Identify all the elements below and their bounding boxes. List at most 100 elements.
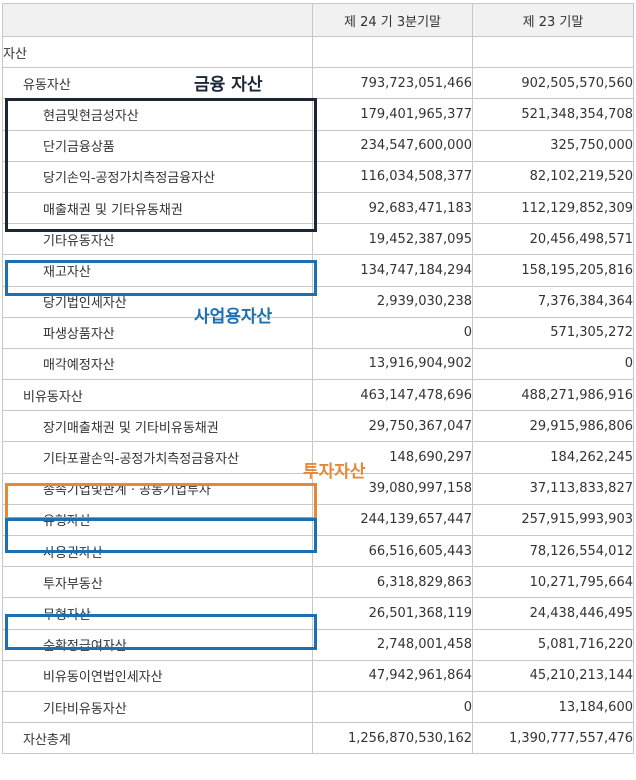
- investment-assets-annotation: 투자자산: [303, 462, 366, 482]
- row-label: 재고자산: [2, 254, 313, 287]
- header-row: 제 24 기 3분기말 제 23 기말: [2, 3, 634, 37]
- row-label: 매각예정자산: [2, 347, 313, 381]
- row-label: 장기매출채권 및 기타비유동채권: [2, 410, 313, 443]
- row-current-value: 2,939,030,238: [312, 285, 473, 318]
- table-row: 현금및현금성자산 179,401,965,377 521,348,354,708: [2, 98, 634, 131]
- row-current-value: 26,501,368,119: [312, 597, 473, 630]
- table-row-total: 자산총계 1,256,870,530,162 1,390,777,557,476: [2, 722, 634, 755]
- row-prior-value: 20,456,498,571: [472, 223, 634, 256]
- row-prior-value: 45,210,213,144: [472, 659, 634, 692]
- row-current-value: [312, 35, 473, 69]
- row-current-value: 6,318,829,863: [312, 566, 473, 599]
- row-prior-value: 325,750,000: [472, 129, 634, 162]
- table-row: 순확정급여자산 2,748,001,458 5,081,716,220: [2, 628, 634, 661]
- row-label: 종속기업및관계 · 공동기업투자: [2, 472, 313, 505]
- table-row: 매각예정자산 13,916,904,902 0: [2, 347, 634, 381]
- row-prior-value: 29,915,986,806: [472, 410, 634, 443]
- row-label: 당기손익-공정가치측정금융자산: [2, 160, 313, 193]
- row-label: 유형자산: [2, 503, 313, 537]
- row-current-value: 19,452,387,095: [312, 223, 473, 256]
- header-current-period: 제 24 기 3분기말: [312, 3, 473, 37]
- row-prior-value: 158,195,205,816: [472, 254, 634, 287]
- header-label: [2, 3, 313, 37]
- table-row: 파생상품자산 0 571,305,272: [2, 316, 634, 349]
- row-prior-value: 78,126,554,012: [472, 534, 634, 568]
- row-current-value: 0: [312, 316, 473, 349]
- row-label: 단기금융상품: [2, 129, 313, 162]
- row-label: 비유동자산: [2, 379, 313, 412]
- row-label: 당기법인세자산: [2, 285, 313, 318]
- row-prior-value: 902,505,570,560: [472, 67, 634, 100]
- row-current-value: 92,683,471,183: [312, 191, 473, 225]
- row-prior-value: 7,376,384,364: [472, 285, 634, 318]
- table-row: 장기매출채권 및 기타비유동채권 29,750,367,047 29,915,986…: [2, 410, 634, 443]
- table-row: 유동자산 793,723,051,466 902,505,570,560: [2, 67, 634, 100]
- row-prior-value: 24,438,446,495: [472, 597, 634, 630]
- row-current-value: 244,139,657,447: [312, 503, 473, 537]
- row-current-value: 148,690,297: [312, 441, 473, 474]
- row-prior-value: 488,271,986,916: [472, 379, 634, 412]
- table-row: 투자부동산 6,318,829,863 10,271,795,664: [2, 566, 634, 599]
- table-row: 매출채권 및 기타유동채권 92,683,471,183 112,129,852,3…: [2, 191, 634, 225]
- row-label: 순확정급여자산: [2, 628, 313, 661]
- row-current-value: 0: [312, 690, 473, 724]
- row-prior-value: 571,305,272: [472, 316, 634, 349]
- row-label: 기타비유동자산: [2, 690, 313, 724]
- row-label: 사용권자산: [2, 534, 313, 568]
- row-current-value: 29,750,367,047: [312, 410, 473, 443]
- table-row: 무형자산 26,501,368,119 24,438,446,495: [2, 597, 634, 630]
- row-current-value: 1,256,870,530,162: [312, 722, 473, 755]
- row-prior-value: [472, 35, 634, 69]
- row-label: 기타포괄손익-공정가치측정금융자산: [2, 441, 313, 474]
- row-current-value: 234,547,600,000: [312, 129, 473, 162]
- table-row: 자산: [2, 35, 634, 69]
- row-label: 자산총계: [2, 722, 313, 755]
- row-current-value: 47,942,961,864: [312, 659, 473, 692]
- row-current-value: 179,401,965,377: [312, 98, 473, 131]
- row-prior-value: 521,348,354,708: [472, 98, 634, 131]
- row-prior-value: 37,113,833,827: [472, 472, 634, 505]
- row-current-value: 39,080,997,158: [312, 472, 473, 505]
- row-prior-value: 112,129,852,309: [472, 191, 634, 225]
- header-prior-period: 제 23 기말: [472, 3, 634, 37]
- row-prior-value: 257,915,993,903: [472, 503, 634, 537]
- balance-sheet-table: 제 24 기 3분기말 제 23 기말 자산 유동자산 793,723,051,4…: [2, 3, 634, 755]
- table-row: 재고자산 134,747,184,294 158,195,205,816: [2, 254, 634, 287]
- row-prior-value: 13,184,600: [472, 690, 634, 724]
- table-row: 단기금융상품 234,547,600,000 325,750,000: [2, 129, 634, 162]
- row-label: 유동자산: [2, 67, 313, 100]
- table-row: 사용권자산 66,516,605,443 78,126,554,012: [2, 534, 634, 568]
- row-current-value: 134,747,184,294: [312, 254, 473, 287]
- financial-assets-annotation: 금융 자산: [194, 75, 263, 95]
- row-prior-value: 82,102,219,520: [472, 160, 634, 193]
- table-row: 당기법인세자산 2,939,030,238 7,376,384,364: [2, 285, 634, 318]
- row-label: 매출채권 및 기타유동채권: [2, 191, 313, 225]
- business-assets-annotation: 사업용자산: [194, 307, 273, 327]
- row-current-value: 116,034,508,377: [312, 160, 473, 193]
- row-label: 기타유동자산: [2, 223, 313, 256]
- row-current-value: 2,748,001,458: [312, 628, 473, 661]
- row-current-value: 66,516,605,443: [312, 534, 473, 568]
- row-label: 파생상품자산: [2, 316, 313, 349]
- table-row: 기타포괄손익-공정가치측정금융자산 148,690,297 184,262,245: [2, 441, 634, 474]
- row-label: 현금및현금성자산: [2, 98, 313, 131]
- row-prior-value: 5,081,716,220: [472, 628, 634, 661]
- table-row: 기타비유동자산 0 13,184,600: [2, 690, 634, 724]
- row-current-value: 463,147,478,696: [312, 379, 473, 412]
- row-label: 비유동이연법인세자산: [2, 659, 313, 692]
- row-prior-value: 10,271,795,664: [472, 566, 634, 599]
- row-prior-value: 0: [472, 347, 634, 381]
- table-row: 당기손익-공정가치측정금융자산 116,034,508,377 82,102,219…: [2, 160, 634, 193]
- row-prior-value: 1,390,777,557,476: [472, 722, 634, 755]
- row-label: 자산: [2, 35, 313, 69]
- table-row: 비유동자산 463,147,478,696 488,271,986,916: [2, 379, 634, 412]
- table-row: 종속기업및관계 · 공동기업투자 39,080,997,158 37,113,833…: [2, 472, 634, 505]
- row-label: 무형자산: [2, 597, 313, 630]
- table-row: 기타유동자산 19,452,387,095 20,456,498,571: [2, 223, 634, 256]
- table-row: 유형자산 244,139,657,447 257,915,993,903: [2, 503, 634, 537]
- table-row: 비유동이연법인세자산 47,942,961,864 45,210,213,144: [2, 659, 634, 692]
- row-current-value: 13,916,904,902: [312, 347, 473, 381]
- row-current-value: 793,723,051,466: [312, 67, 473, 100]
- row-label: 투자부동산: [2, 566, 313, 599]
- row-prior-value: 184,262,245: [472, 441, 634, 474]
